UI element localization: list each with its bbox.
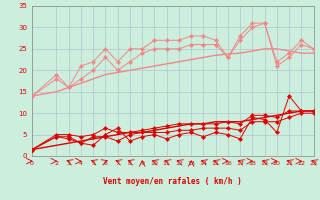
X-axis label: Vent moyen/en rafales ( km/h ): Vent moyen/en rafales ( km/h )	[103, 177, 242, 186]
